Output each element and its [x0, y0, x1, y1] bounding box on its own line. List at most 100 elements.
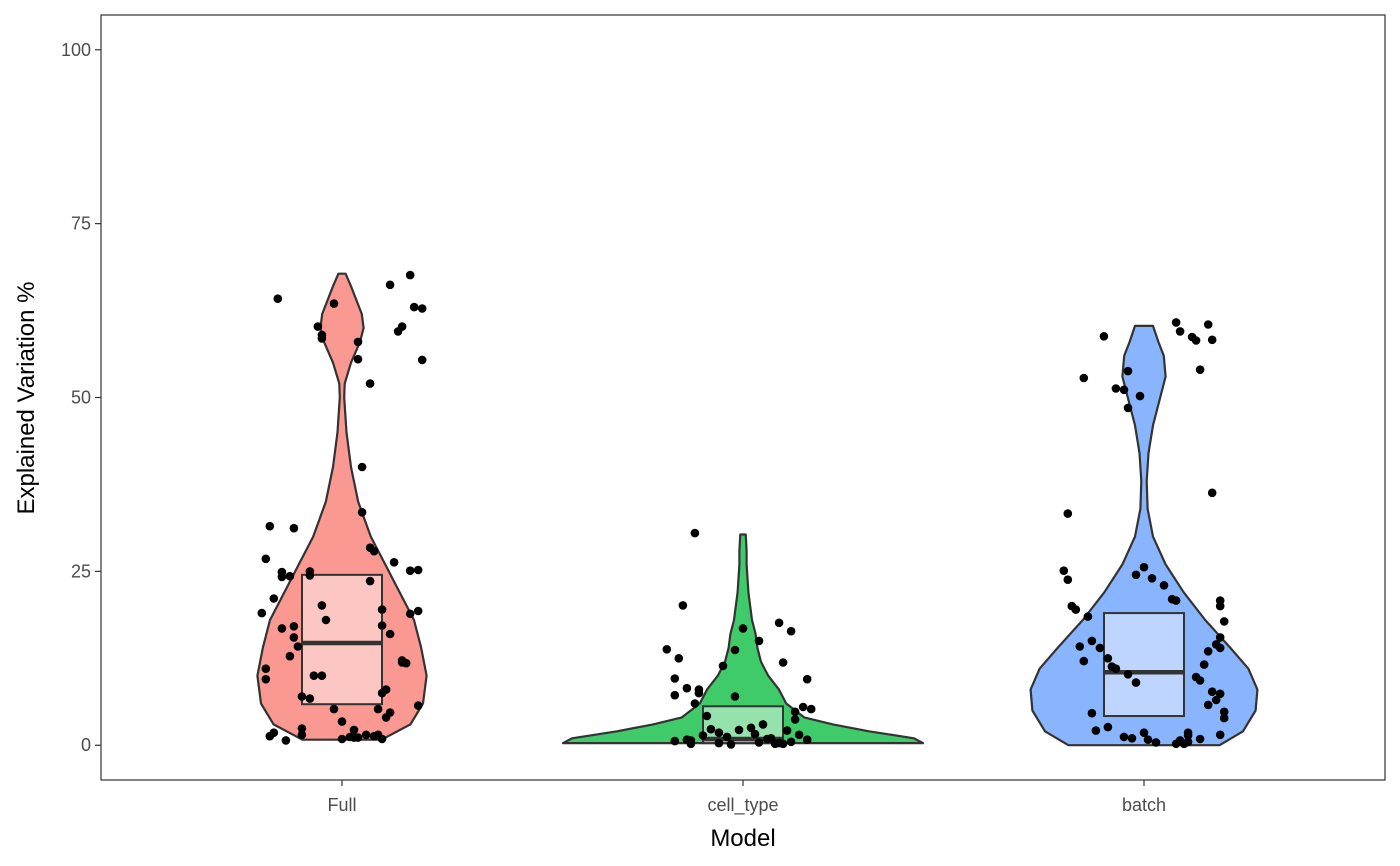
y-tick-label: 100	[61, 40, 91, 60]
data-point	[1215, 643, 1225, 653]
data-point	[377, 734, 387, 744]
data-point	[1203, 647, 1213, 656]
y-tick-label: 50	[71, 388, 91, 408]
data-point	[297, 692, 307, 701]
data-point	[1215, 633, 1225, 642]
data-point	[261, 554, 271, 564]
data-point	[678, 601, 688, 610]
boxplot-box-batch	[1103, 612, 1185, 718]
data-point	[1119, 732, 1129, 742]
data-point	[265, 521, 275, 531]
data-point	[293, 642, 303, 651]
data-point	[317, 334, 327, 343]
data-point	[774, 618, 784, 628]
data-point	[1139, 562, 1149, 572]
data-point	[1063, 575, 1073, 584]
data-point	[313, 322, 323, 331]
data-point	[1151, 738, 1161, 747]
x-axis-title: Model	[710, 825, 775, 852]
data-point	[1171, 318, 1181, 327]
data-point	[782, 726, 792, 735]
data-point	[1219, 707, 1229, 717]
x-tick-label: Full	[327, 795, 356, 815]
data-point	[317, 671, 327, 680]
data-point	[1123, 403, 1133, 413]
data-point	[790, 707, 800, 717]
data-point	[257, 608, 267, 618]
data-point	[285, 571, 295, 581]
data-point	[690, 699, 700, 708]
boxplots-layer	[301, 573, 1185, 745]
data-point	[750, 729, 760, 739]
data-point	[1119, 385, 1129, 395]
data-point	[393, 327, 403, 336]
data-point	[349, 733, 359, 742]
violin-cell_type	[561, 533, 925, 745]
data-point	[806, 704, 816, 714]
data-point	[682, 683, 692, 693]
data-point	[730, 645, 740, 655]
data-point	[357, 462, 367, 472]
data-point	[413, 565, 423, 575]
data-point	[802, 735, 812, 744]
axes-layer: 0 25 50 75 100 Full cell_type batch	[61, 40, 1166, 816]
data-point	[365, 576, 375, 586]
data-point	[1195, 365, 1205, 375]
data-point	[674, 654, 684, 663]
data-point	[1063, 509, 1073, 518]
data-point	[1087, 708, 1097, 718]
data-point	[1195, 734, 1205, 744]
data-point	[1147, 574, 1157, 583]
data-point	[1171, 596, 1181, 605]
data-point	[417, 304, 427, 313]
x-tick-label: batch	[1122, 795, 1166, 815]
data-point	[714, 738, 724, 748]
data-point	[1207, 335, 1217, 345]
data-point	[269, 728, 279, 737]
boxplot-box-Full	[301, 573, 383, 706]
y-tick-label: 0	[81, 735, 91, 755]
data-point	[662, 645, 672, 654]
data-point	[758, 720, 768, 729]
data-point	[762, 734, 772, 744]
data-point	[1219, 617, 1229, 626]
data-point	[381, 713, 391, 722]
data-point	[1079, 656, 1089, 666]
data-point	[698, 731, 708, 740]
data-point	[1099, 332, 1109, 341]
data-point	[1219, 713, 1229, 723]
data-point	[385, 280, 395, 290]
data-point	[670, 736, 680, 746]
data-point	[369, 731, 379, 741]
data-point	[1207, 488, 1217, 498]
data-point	[1171, 739, 1181, 749]
data-point	[261, 664, 271, 673]
data-point	[305, 571, 315, 580]
data-point	[718, 661, 728, 671]
data-point	[1191, 336, 1201, 345]
data-point	[670, 690, 680, 700]
data-point	[694, 688, 704, 698]
data-point	[1103, 722, 1113, 732]
data-point	[389, 558, 399, 567]
y-axis-title: Explained Variation %	[13, 281, 40, 514]
data-point	[261, 674, 271, 684]
y-tick-label: 25	[71, 561, 91, 581]
data-point	[413, 606, 423, 616]
data-point	[1131, 570, 1141, 580]
data-point	[1139, 728, 1149, 737]
data-point	[1127, 734, 1137, 743]
data-point	[798, 702, 808, 712]
data-point	[1215, 601, 1225, 611]
data-point	[722, 732, 732, 742]
data-point	[289, 523, 299, 533]
data-point	[297, 730, 307, 740]
points-layer	[257, 270, 1229, 749]
data-point	[269, 594, 279, 603]
data-point	[1159, 581, 1169, 590]
data-point	[405, 270, 415, 280]
data-point	[373, 704, 383, 714]
data-point	[1199, 660, 1209, 669]
data-point	[405, 609, 415, 619]
